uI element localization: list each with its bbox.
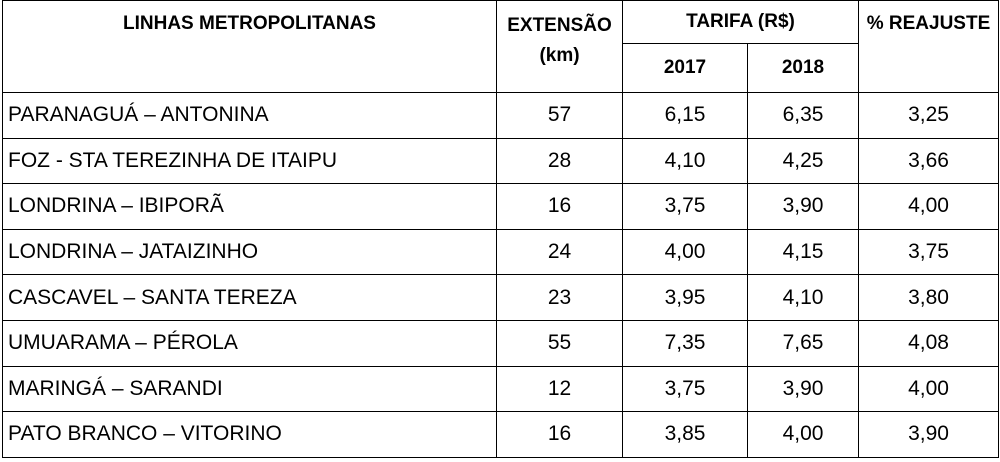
cell-fare-2018: 4,00: [747, 411, 859, 458]
header-extension-label: EXTENSÃO: [507, 15, 612, 36]
header-extension-unit: (km): [539, 45, 580, 66]
table-row: CASCAVEL – SANTA TEREZA 23 3,95 4,10 3,8…: [2, 274, 999, 321]
table-header: LINHAS METROPOLITANAS EXTENSÃO (km) TARI…: [2, 0, 999, 93]
header-lines: LINHAS METROPOLITANAS: [2, 0, 497, 93]
cell-fare-2018: 3,90: [747, 183, 859, 230]
header-year-2017: 2017: [622, 43, 748, 93]
table-row: LONDRINA – IBIPORÃ 16 3,75 3,90 4,00: [2, 183, 999, 230]
cell-extension: 24: [496, 228, 623, 276]
table-row: PATO BRANCO – VITORINO 16 3,85 4,00 3,90: [2, 411, 999, 458]
table-row: MARINGÁ – SARANDI 12 3,75 3,90 4,00: [2, 365, 999, 413]
table-row: LONDRINA – JATAIZINHO 24 4,00 4,15 3,75: [2, 228, 999, 276]
header-adjustment: % REAJUSTE: [858, 0, 999, 93]
cell-extension: 55: [496, 319, 623, 367]
cell-fare-2017: 4,10: [622, 137, 748, 185]
cell-adjustment: 3,75: [858, 228, 999, 276]
cell-line: PATO BRANCO – VITORINO: [2, 411, 497, 458]
table-row: FOZ - STA TEREZINHA DE ITAIPU 28 4,10 4,…: [2, 137, 999, 185]
cell-fare-2017: 7,35: [622, 319, 748, 367]
cell-adjustment: 4,00: [858, 183, 999, 230]
cell-fare-2017: 4,00: [622, 228, 748, 276]
cell-line: MARINGÁ – SARANDI: [2, 365, 497, 413]
cell-line: PARANAGUÁ – ANTONINA: [2, 92, 497, 139]
cell-adjustment: 3,90: [858, 411, 999, 458]
cell-adjustment: 3,80: [858, 274, 999, 321]
table-row: PARANAGUÁ – ANTONINA 57 6,15 6,35 3,25: [2, 92, 999, 139]
cell-line: UMUARAMA – PÉROLA: [2, 319, 497, 367]
cell-extension: 23: [496, 274, 623, 321]
cell-adjustment: 4,08: [858, 319, 999, 367]
header-year-2018: 2018: [747, 43, 859, 93]
cell-fare-2017: 6,15: [622, 92, 748, 139]
cell-fare-2017: 3,75: [622, 183, 748, 230]
cell-extension: 12: [496, 365, 623, 413]
cell-extension: 16: [496, 411, 623, 458]
cell-fare-2018: 7,65: [747, 319, 859, 367]
cell-extension: 28: [496, 137, 623, 185]
cell-extension: 16: [496, 183, 623, 230]
cell-fare-2018: 6,35: [747, 92, 859, 139]
table-body: PARANAGUÁ – ANTONINA 57 6,15 6,35 3,25 F…: [2, 92, 999, 458]
cell-adjustment: 3,66: [858, 137, 999, 185]
cell-adjustment: 3,25: [858, 92, 999, 139]
cell-adjustment: 4,00: [858, 365, 999, 413]
header-extension: EXTENSÃO (km): [496, 0, 623, 93]
cell-fare-2018: 4,10: [747, 274, 859, 321]
cell-line: CASCAVEL – SANTA TEREZA: [2, 274, 497, 321]
header-fare: TARIFA (R$): [622, 0, 859, 44]
cell-fare-2017: 3,85: [622, 411, 748, 458]
cell-extension: 57: [496, 92, 623, 139]
cell-line: FOZ - STA TEREZINHA DE ITAIPU: [2, 137, 497, 185]
table-row: UMUARAMA – PÉROLA 55 7,35 7,65 4,08: [2, 319, 999, 367]
cell-line: LONDRINA – IBIPORÃ: [2, 183, 497, 230]
cell-fare-2018: 4,25: [747, 137, 859, 185]
cell-fare-2018: 4,15: [747, 228, 859, 276]
cell-fare-2017: 3,95: [622, 274, 748, 321]
cell-fare-2018: 3,90: [747, 365, 859, 413]
cell-fare-2017: 3,75: [622, 365, 748, 413]
cell-line: LONDRINA – JATAIZINHO: [2, 228, 497, 276]
